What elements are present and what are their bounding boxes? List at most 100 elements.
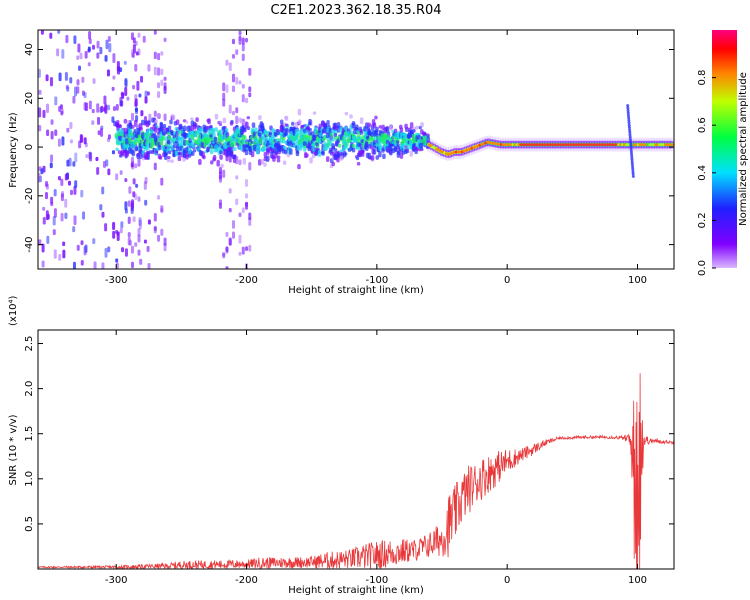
spectrogram-cell — [137, 32, 141, 38]
spectrogram-cell — [393, 145, 397, 150]
spectrogram-cell — [122, 143, 127, 151]
spectrogram-cell — [631, 167, 635, 171]
spectrogram-cell — [103, 95, 107, 105]
spectrogram-cell — [214, 127, 218, 132]
spectrogram-cell — [241, 53, 245, 62]
spectrogram-cell — [127, 200, 131, 207]
spectrogram-cell — [241, 246, 245, 255]
spectrogram-cell — [163, 113, 167, 122]
spectrogram-cell — [412, 139, 416, 144]
spectrogram-cell — [248, 244, 252, 252]
spectrogram-cell — [128, 186, 132, 194]
spectrogram-cell — [242, 157, 247, 165]
spectrogram-cell — [62, 241, 66, 247]
spectrogram-cell — [120, 100, 124, 107]
spectrogram-cell — [222, 135, 226, 141]
spectrogram-cell — [38, 239, 42, 246]
spectrogram-cell — [336, 150, 340, 154]
spectrogram-cell — [235, 198, 239, 206]
spectrogram-cell — [206, 118, 210, 123]
spectrogram-cell — [323, 136, 327, 140]
spectrogram-cell — [192, 149, 197, 153]
spectrogram-cell — [356, 161, 361, 166]
spectrogram-cell — [161, 146, 166, 152]
spectrogram-cell — [84, 244, 88, 253]
spectrogram-cell — [135, 51, 139, 56]
spectrogram-cell — [144, 96, 148, 104]
spectrogram-cell — [219, 154, 223, 160]
spectrogram-cell — [53, 249, 57, 259]
spectrogram-cell — [145, 130, 150, 136]
spectrogram-cell — [40, 30, 44, 35]
spectrogram-cell — [41, 260, 45, 268]
spectrogram-cell — [107, 137, 111, 143]
spectrogram-cell — [246, 116, 251, 120]
spectrogram-cell — [145, 121, 150, 128]
spectrogram-cell — [163, 37, 167, 42]
spectrogram-cell — [141, 150, 145, 155]
spectrogram-cell — [132, 191, 136, 198]
spectrogram-cell — [261, 146, 265, 152]
spectrogram-cell — [175, 119, 180, 125]
spectrogram-y-tick-label: -20 — [24, 188, 35, 204]
spectrogram-cell — [250, 151, 255, 158]
spectrogram-cell — [169, 119, 173, 125]
spectrogram-cell — [115, 258, 119, 263]
spectrogram-cell — [83, 102, 87, 111]
spectrogram-cell — [60, 110, 64, 116]
spectrogram-cell — [629, 145, 633, 149]
colorbar-label: Normalized spectral amplitude — [738, 72, 749, 226]
spectrogram-cell — [352, 122, 356, 129]
spectrogram-cell — [242, 121, 246, 126]
spectrogram-cell — [245, 201, 249, 210]
spectrogram-cell — [245, 97, 249, 104]
spectrogram-cell — [97, 116, 101, 125]
spectrogram-cell — [91, 120, 95, 125]
spectrogram-cell — [130, 261, 134, 269]
spectrogram-cell — [160, 207, 164, 214]
spectrogram-cell — [219, 129, 223, 136]
spectrogram-cell — [45, 183, 49, 190]
spectrogram-cell — [153, 110, 157, 117]
spectrogram-cell — [336, 153, 341, 159]
spectrogram-cell — [222, 98, 226, 107]
spectrogram-cell — [626, 106, 630, 110]
spectrogram-cell — [305, 153, 309, 158]
spectrogram-cell — [250, 127, 255, 133]
spectrogram-cell — [231, 85, 235, 93]
spectrogram-cell — [139, 258, 143, 265]
spectrogram-cell — [137, 228, 141, 237]
snr-x-tick-label: 0 — [504, 575, 510, 586]
spectrogram-cell — [406, 134, 411, 139]
spectrogram-cell — [132, 44, 136, 54]
spectrogram-cell — [344, 111, 349, 116]
spectrogram-cell — [137, 48, 141, 56]
spectrogram-cell — [112, 221, 116, 231]
spectrogram-cell — [248, 217, 252, 226]
spectrogram-cell — [351, 143, 356, 149]
spectrogram-cell — [107, 168, 111, 176]
spectrogram-cell — [126, 120, 131, 124]
spectrogram-cell — [329, 132, 334, 137]
spectrogram-cell — [245, 246, 249, 251]
spectrogram-cell — [420, 122, 424, 128]
spectrogram-cell — [49, 76, 53, 87]
spectrogram-cell — [132, 84, 136, 90]
spectrogram-cell — [107, 246, 111, 253]
spectrogram-cell — [184, 120, 189, 124]
spectrogram-cell — [210, 149, 214, 155]
spectrogram-cell — [225, 84, 229, 93]
spectrogram-cell — [235, 159, 240, 164]
spectrogram-cell — [38, 172, 41, 183]
spectrogram-cell — [120, 91, 124, 97]
spectrogram-cell — [54, 96, 58, 106]
spectrogram-cell — [134, 193, 138, 201]
spectrogram-cell — [224, 137, 229, 141]
spectrogram-cell — [248, 144, 252, 152]
spectrogram-cell — [112, 75, 116, 80]
spectrogram-cell — [73, 185, 77, 195]
spectrogram-cell — [130, 143, 134, 149]
spectrogram-cell — [289, 131, 293, 138]
figure-title: C2E1.2023.362.18.35.R04 — [270, 3, 441, 18]
spectrogram-cell — [378, 125, 383, 129]
